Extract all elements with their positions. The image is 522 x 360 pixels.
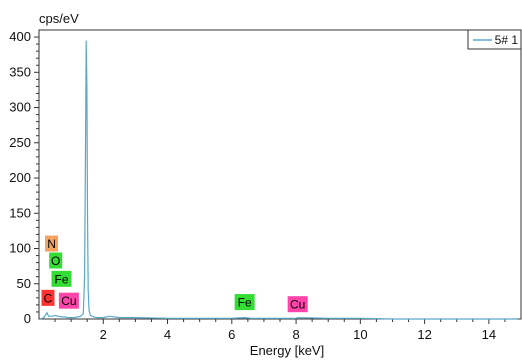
x-tick-label: 10 [353,327,367,342]
y-tick-label: 50 [17,276,31,291]
x-tick-label: 6 [228,327,235,342]
x-tick-label: 12 [417,327,431,342]
element-label-box [45,235,59,252]
element-label: Cu [61,294,76,308]
element-label: O [51,254,60,268]
x-axis-title: Energy [keV] [250,343,324,358]
element-label-box [41,289,55,306]
element-label-box [49,252,63,269]
y-tick-label: 300 [9,100,31,115]
y-tick-label: 250 [9,135,31,150]
element-label-box [287,296,308,313]
x-tick-label: 4 [164,327,171,342]
y-tick-label: 0 [24,311,31,326]
x-tick-label: 8 [292,327,299,342]
element-label-box [58,292,79,309]
element-label-box [234,294,255,311]
element-label: Fe [238,296,252,310]
series-layer [40,40,518,320]
x-tick-label: 2 [100,327,107,342]
element-label-box [51,270,72,287]
spectrum-line [40,40,518,320]
element-label: Fe [54,272,68,286]
y-tick-label: 350 [9,64,31,79]
element-label: Cu [290,298,305,312]
y-tick-label: 400 [9,29,31,44]
element-label: N [47,237,56,251]
legend: 5# 1 [467,29,522,50]
element-label: C [44,291,53,305]
y-tick-label: 100 [9,241,31,256]
axes: 2 4 6 8 10 12 14 0 50 100 150 200 250 300 350 400 [9,29,522,342]
y-axis-title: cps/eV [39,11,79,26]
y-tick-label: 200 [9,170,31,185]
legend-box [467,29,522,50]
x-tick-label: 14 [482,327,496,342]
plot-frame [38,29,522,320]
y-tick-label: 150 [9,205,31,220]
legend-label: 5# 1 [495,33,519,47]
